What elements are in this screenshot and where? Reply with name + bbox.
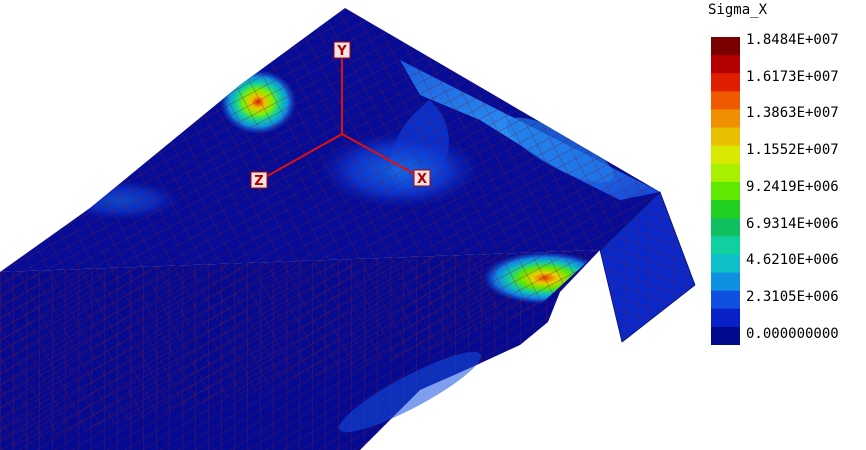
legend-swatch	[711, 308, 740, 328]
legend-value-label: 1.8484E+007	[746, 32, 839, 48]
legend-swatch	[711, 55, 740, 74]
legend-swatch	[711, 218, 740, 237]
legend-swatch	[711, 236, 740, 256]
axis-z-tag: Z	[250, 171, 268, 189]
legend-swatch	[711, 326, 740, 345]
legend-swatch	[711, 254, 740, 274]
axis-x-label: X	[417, 172, 427, 187]
legend-value-label: 9.2419E+006	[746, 178, 839, 195]
legend-swatch	[711, 127, 740, 147]
legend-swatch	[711, 37, 740, 56]
legend-swatch	[711, 91, 740, 111]
legend-swatch	[711, 200, 740, 219]
coordinate-triad: Y Z X	[250, 41, 431, 189]
legend-title: Sigma_X	[708, 2, 768, 18]
legend-value-label: 1.3863E+007	[746, 105, 839, 122]
axis-y-tag: Y	[333, 41, 351, 59]
legend-swatch	[711, 163, 740, 183]
legend-swatch	[711, 181, 740, 201]
axis-y-label: Y	[336, 44, 347, 59]
legend-value-label: 2.3105E+006	[746, 288, 839, 305]
axis-x-tag: X	[413, 169, 431, 187]
legend-swatch	[711, 272, 740, 292]
legend-swatch	[711, 290, 740, 310]
legend-value-label: 1.6173E+007	[746, 68, 839, 85]
legend-value-label: 6.9314E+006	[746, 215, 839, 232]
legend-value-label: 0.000000000	[746, 325, 839, 342]
legend-value-label: 4.6210E+006	[746, 252, 839, 269]
legend-swatch	[711, 109, 740, 129]
model-right-face	[599, 191, 696, 343]
front-face-glow	[338, 351, 482, 433]
legend-swatch	[711, 73, 740, 92]
axis-z-label: Z	[254, 174, 263, 189]
legend-swatch	[711, 145, 740, 165]
legend-value-label: 1.1552E+007	[746, 142, 839, 159]
color-legend-bar	[711, 37, 740, 345]
